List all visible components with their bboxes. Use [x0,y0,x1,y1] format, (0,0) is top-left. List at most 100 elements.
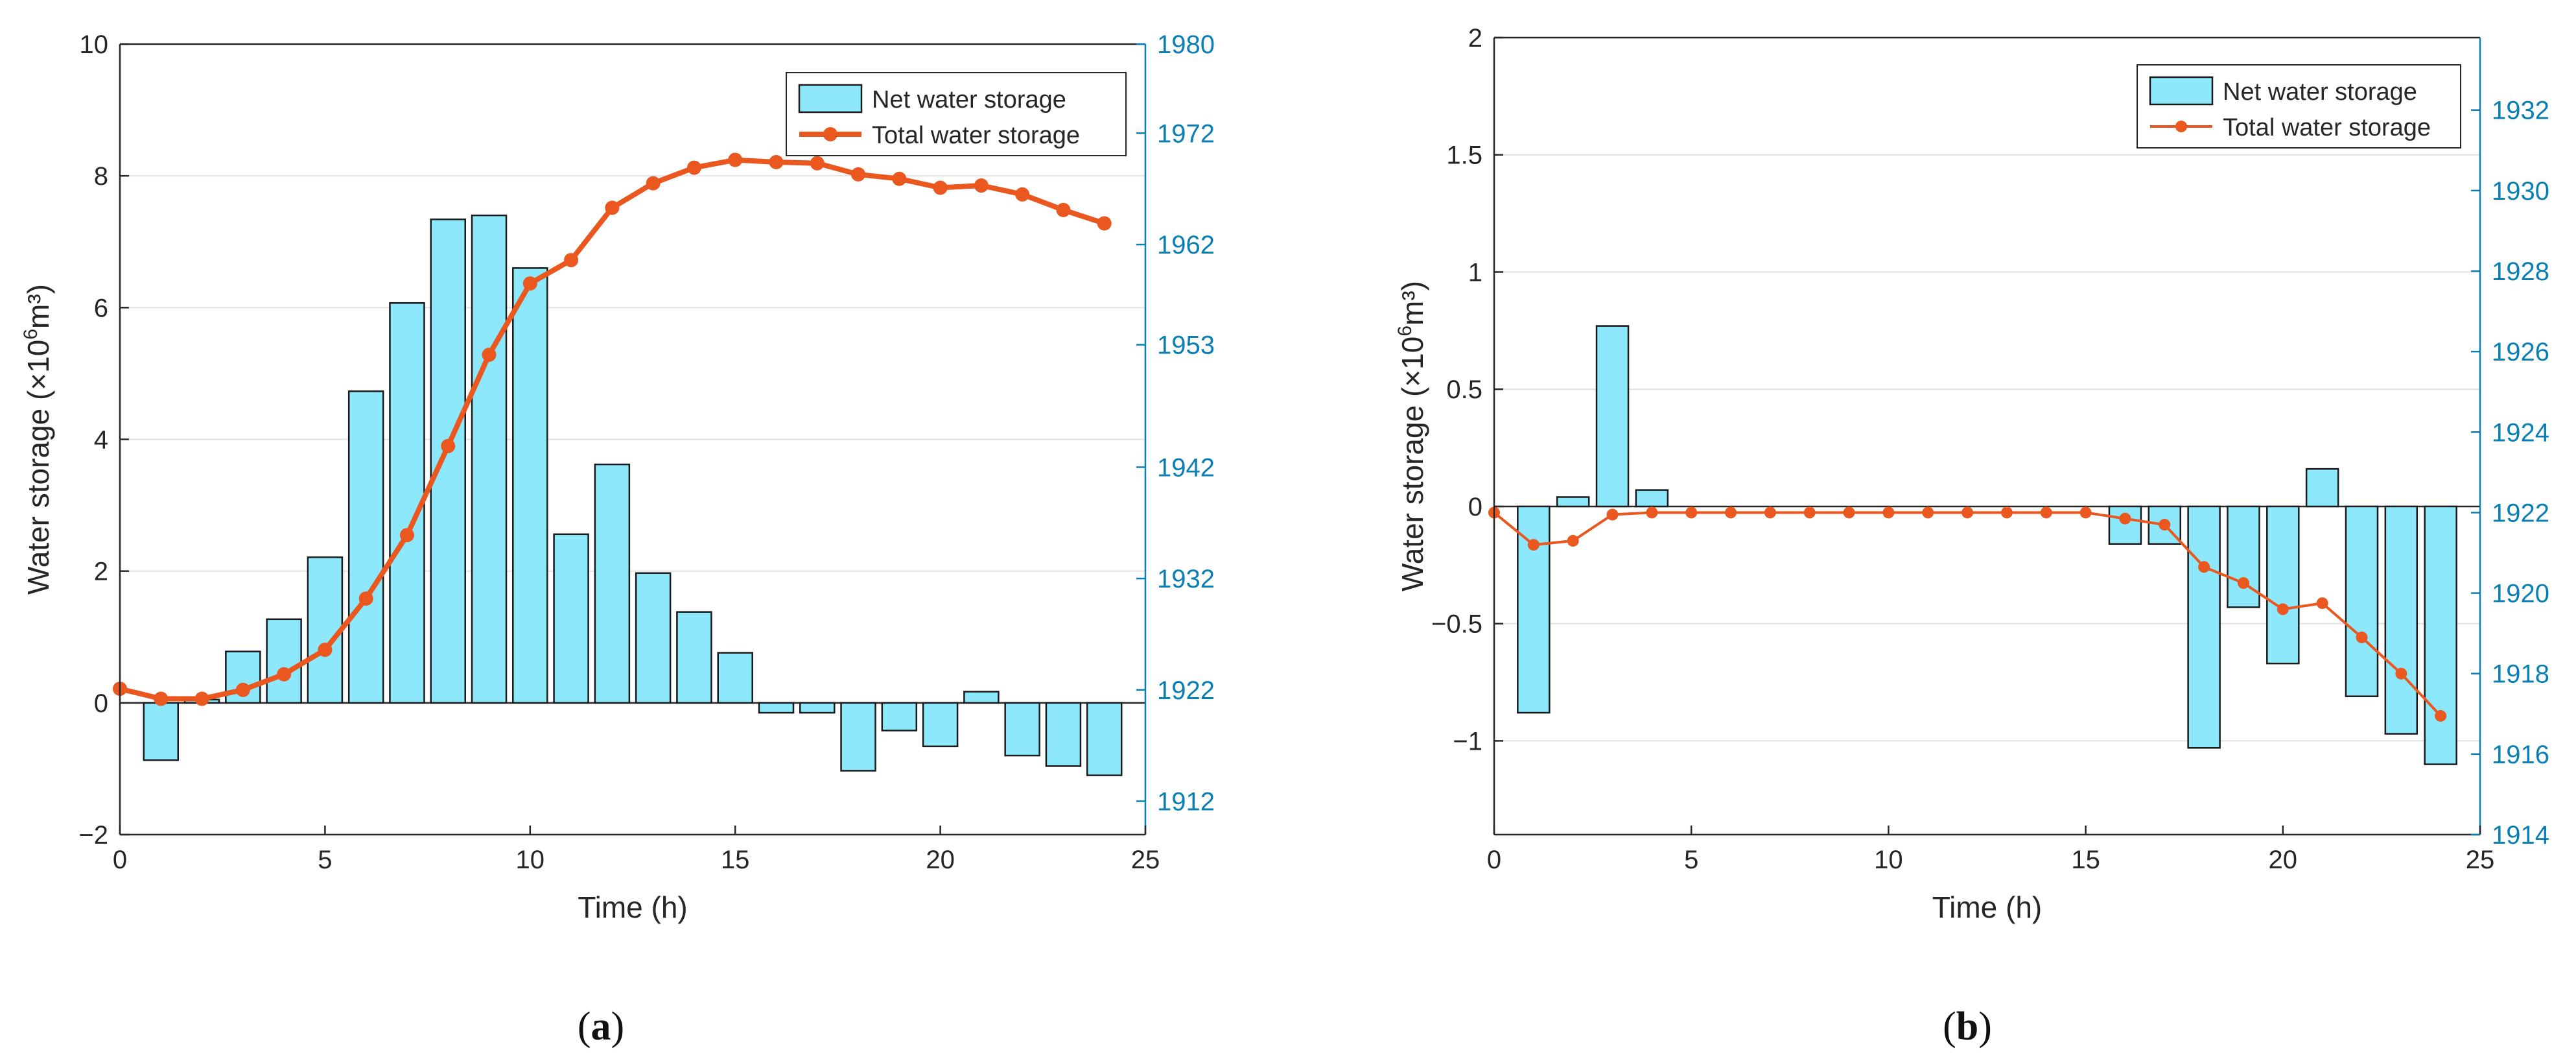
line-marker [1882,506,1895,519]
line-marker [564,253,579,268]
bar [553,533,589,704]
bar [676,611,712,704]
bar [758,702,795,714]
x-tick-label: 20 [2269,846,2298,874]
bar [635,572,672,704]
y-right-tick-label: 1912 [1157,787,1215,816]
line-marker [1803,506,1816,519]
legend-label: Total water storage [872,122,1080,149]
line-marker [1685,506,1698,519]
y-right-tick-label: 1914 [2492,821,2549,850]
bar [2305,468,2339,508]
y-right-tick-label: 1920 [2492,580,2549,608]
legend: Net water storage Total water storage [786,72,1127,156]
y-right-tick-label: 1922 [2492,499,2549,527]
bar [840,702,876,772]
panel-caption-open: ( [1943,1005,1956,1049]
line-marker [1961,506,1974,519]
line-marker [154,691,169,706]
x-tick-label: 15 [2071,846,2100,874]
legend-label: Total water storage [2223,114,2431,141]
bar [2384,505,2418,735]
panel-caption-open: ( [578,1005,591,1049]
line-marker [1567,534,1579,547]
y-right-tick-label: 1924 [2492,418,2549,447]
line-marker [399,528,414,543]
bar [881,702,918,732]
y-right-tick-label: 1962 [1157,231,1215,259]
panel-caption-close: ) [611,1005,625,1049]
legend-marker [823,127,837,141]
line-marker [1843,506,1855,519]
bar [430,218,466,704]
line-marker [522,276,537,291]
line-marker [1646,506,1658,519]
legend-bar-swatch [798,84,863,113]
bar [2424,505,2457,765]
line-series [1488,506,2447,722]
panel-caption: (b) [1943,1005,1992,1049]
line-marker [1056,202,1071,217]
legend-bar-swatch [2149,76,2214,106]
line-marker [2040,506,2052,519]
y-right-tick-label: 1930 [2492,177,2549,206]
line-marker [933,180,948,195]
legend: Net water storage Total water storage [2137,64,2461,149]
bar [2227,505,2260,608]
y-left-tick-label: 0 [94,689,108,718]
y-left-tick-label: −1 [1453,727,1482,756]
line-marker [2316,597,2328,610]
line-marker [318,642,333,657]
line-marker [851,167,866,182]
line-marker [358,591,373,606]
x-axis-label: Time (h) [1932,890,2043,924]
panel-caption-letter: b [1956,1005,1978,1049]
bar [799,702,836,714]
x-tick-label: 20 [926,846,955,874]
y-left-tick-label: 1.5 [1446,141,1482,170]
line-marker [1097,216,1112,231]
y-right-tick-label: 1972 [1157,119,1215,148]
line-marker [1764,506,1776,519]
y-right-tick-label: 1918 [2492,660,2549,689]
bar [389,302,425,704]
bar [1004,702,1040,757]
bar [512,267,548,704]
panel-caption-letter: a [591,1005,611,1049]
x-tick-label: 25 [2466,846,2495,874]
x-tick-label: 10 [516,846,545,874]
bar [1635,489,1669,508]
line-marker [2119,512,2131,525]
line-marker [1922,506,1934,519]
line-marker [1725,506,1737,519]
line-marker [769,154,784,169]
bar [594,463,631,704]
y-axis-label-prefix: Water storage (×10 [1396,337,1429,591]
y-left-tick-label: 1 [1468,258,1482,287]
line-marker [2159,519,2171,531]
line-marker [2356,631,2368,643]
y-axis-label-prefix: Water storage (×10 [21,340,55,595]
y-axis-label-exponent: 6 [20,329,41,340]
line-marker [2237,577,2249,589]
bar [143,702,180,761]
line-marker [605,200,620,215]
y-axis-label-exponent: 6 [1394,326,1416,337]
x-tick-label: 0 [113,846,127,874]
y-right-tick-label: 1932 [2492,97,2549,125]
bar [347,390,384,704]
line-marker [686,160,701,175]
bar [922,702,959,748]
y-left-tick-label: 8 [94,162,108,191]
bar-series [143,214,1123,776]
line-marker [1527,539,1540,551]
line-marker [1015,187,1030,202]
bar [2345,505,2379,697]
y-axis-label-suffix: m³) [1396,281,1429,326]
y-right-tick-label: 1928 [2492,257,2549,286]
y-right-tick-label: 1922 [1157,676,1215,705]
bar-series [1517,325,2457,765]
bar [717,652,753,704]
line-marker [235,682,250,697]
bar [307,556,344,704]
